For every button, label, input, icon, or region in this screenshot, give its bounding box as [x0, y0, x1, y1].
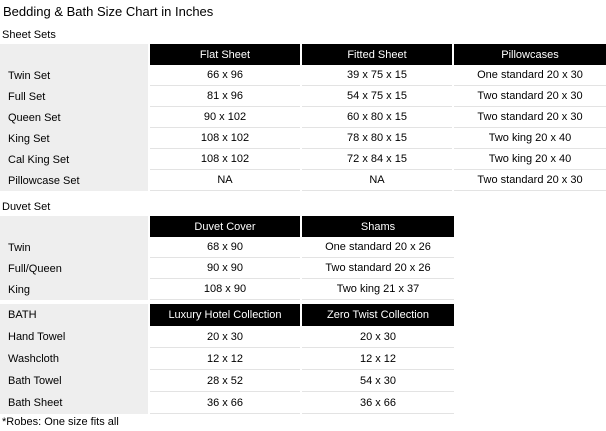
table-corner-cell: BATH [0, 304, 148, 326]
size-value-cell: Two king 21 x 37 [302, 279, 454, 300]
size-value-cell: 20 x 30 [150, 326, 300, 348]
row-label: Bath Towel [0, 370, 148, 392]
row-label: King Set [0, 128, 148, 149]
row-label: Cal King Set [0, 149, 148, 170]
row-label: Full/Queen [0, 258, 148, 279]
size-value-cell: 28 x 52 [150, 370, 300, 392]
table-corner-cell [0, 44, 148, 65]
size-value-cell: 108 x 102 [150, 149, 300, 170]
size-value-cell: 68 x 90 [150, 237, 300, 258]
size-value-cell: Two standard 20 x 30 [454, 107, 606, 128]
size-table: BATH Luxury Hotel Collection Zero Twist Co… [0, 304, 606, 414]
size-value-cell: 81 x 96 [150, 86, 300, 107]
size-value-cell: 36 x 66 [302, 392, 454, 414]
row-label: Twin Set [0, 65, 148, 86]
size-value-cell: 66 x 96 [150, 65, 300, 86]
size-value-cell: One standard 20 x 30 [454, 65, 606, 86]
section-label: Duvet Set [2, 201, 51, 213]
size-value-cell: Two king 20 x 40 [454, 149, 606, 170]
size-value-cell: 54 x 75 x 15 [302, 86, 452, 107]
size-value-cell: NA [150, 170, 300, 191]
size-value-cell: 108 x 102 [150, 128, 300, 149]
size-value-cell: 60 x 80 x 15 [302, 107, 452, 128]
column-header: Luxury Hotel Collection [150, 304, 300, 326]
size-value-cell: 54 x 30 [302, 370, 454, 392]
size-value-cell: NA [302, 170, 452, 191]
row-label: Full Set [0, 86, 148, 107]
column-header: Pillowcases [454, 44, 606, 65]
row-label: Hand Towel [0, 326, 148, 348]
size-value-cell: Two standard 20 x 26 [302, 258, 454, 279]
tables-container: Sheet Sets Flat Sheet Fitted Sheet Pillowca… [0, 29, 606, 414]
size-value-cell: Two standard 20 x 30 [454, 86, 606, 107]
column-header: Flat Sheet [150, 44, 300, 65]
row-label: Queen Set [0, 107, 148, 128]
size-value-cell: One standard 20 x 26 [302, 237, 454, 258]
column-header: Zero Twist Collection [302, 304, 454, 326]
robes-footnote: *Robes: One size fits all [2, 416, 119, 428]
size-table: Flat Sheet Fitted Sheet Pillowcases Twin Se… [0, 44, 606, 191]
size-value-cell: 90 x 102 [150, 107, 300, 128]
size-value-cell: Two standard 20 x 30 [454, 170, 606, 191]
size-value-cell: 39 x 75 x 15 [302, 65, 452, 86]
size-value-cell: 72 x 84 x 15 [302, 149, 452, 170]
row-label: Twin [0, 237, 148, 258]
size-value-cell: 108 x 90 [150, 279, 300, 300]
column-header: Fitted Sheet [302, 44, 452, 65]
row-label: Pillowcase Set [0, 170, 148, 191]
row-label: King [0, 279, 148, 300]
row-label: Washcloth [0, 348, 148, 370]
size-value-cell: 36 x 66 [150, 392, 300, 414]
section-label: Sheet Sets [2, 29, 56, 41]
size-value-cell: Two king 20 x 40 [454, 128, 606, 149]
size-value-cell: 90 x 90 [150, 258, 300, 279]
column-header: Duvet Cover [150, 216, 300, 237]
size-value-cell: 12 x 12 [150, 348, 300, 370]
size-table: Duvet Cover Shams Twin 68 x 90 One standard … [0, 216, 606, 300]
table-corner-cell [0, 216, 148, 237]
size-value-cell: 12 x 12 [302, 348, 454, 370]
size-value-cell: 78 x 80 x 15 [302, 128, 452, 149]
row-label: Bath Sheet [0, 392, 148, 414]
page-title: Bedding & Bath Size Chart in Inches [3, 4, 214, 19]
size-value-cell: 20 x 30 [302, 326, 454, 348]
column-header: Shams [302, 216, 454, 237]
